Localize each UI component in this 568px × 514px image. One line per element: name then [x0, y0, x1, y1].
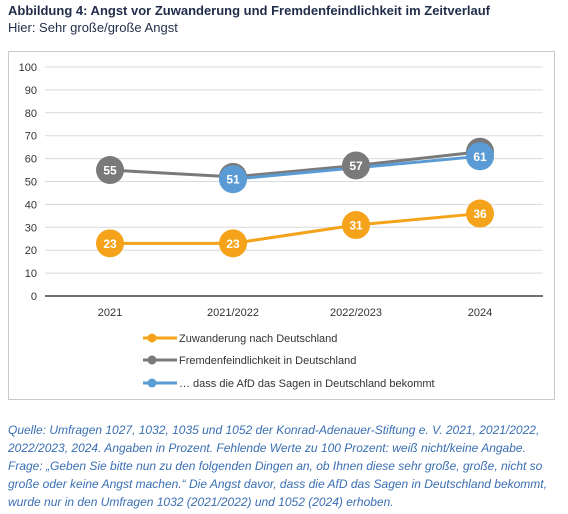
data-label: 61 [473, 150, 487, 164]
y-tick-label: 20 [25, 245, 37, 257]
y-tick-label: 40 [25, 199, 37, 211]
data-label: 51 [226, 173, 240, 187]
y-tick-label: 100 [19, 62, 37, 74]
y-tick-label: 80 [25, 108, 37, 120]
series-line [109, 150, 481, 179]
x-tick-label: 2021/2022 [207, 307, 259, 319]
source-note: Quelle: Umfragen 1027, 1032, 1035 und 10… [8, 423, 547, 509]
data-label: 23 [226, 237, 240, 251]
data-label: 57 [349, 159, 363, 173]
data-label: 36 [473, 207, 487, 221]
legend-marker [147, 378, 157, 388]
y-tick-label: 0 [31, 291, 37, 303]
data-label: 31 [349, 219, 363, 233]
data-point [219, 229, 247, 258]
x-tick-label: 2024 [468, 307, 492, 319]
line-chart: 0 10 20 30 40 50 60 70 80 90 100 2021 2021/2022 2022/… [19, 62, 543, 390]
y-tick-label: 30 [25, 222, 37, 234]
data-point [342, 211, 370, 240]
legend-marker [147, 355, 157, 365]
data-point [96, 229, 124, 258]
series-line [110, 212, 481, 245]
legend-label: … dass die AfD das Sagen in Deutschland … [179, 378, 435, 390]
data-point [342, 151, 370, 180]
y-tick-label: 60 [25, 154, 37, 166]
x-tick-label: 2022/2023 [330, 307, 382, 319]
y-tick-label: 10 [25, 268, 37, 280]
data-label: 55 [103, 164, 117, 178]
data-point [466, 199, 494, 228]
y-tick-label: 70 [25, 131, 37, 143]
y-tick-label: 90 [25, 85, 37, 97]
legend-label: Fremdenfeindlichkeit in Deutschland [179, 355, 356, 367]
data-point [96, 156, 124, 185]
legend-label: Zuwanderung nach Deutschland [179, 333, 337, 345]
data-point [219, 165, 247, 194]
y-tick-label: 50 [25, 177, 37, 189]
figure-subtitle: Hier: Sehr große/große Angst [8, 20, 178, 35]
figure-title: Abbildung 4: Angst vor Zuwanderung und F… [8, 3, 490, 18]
x-tick-label: 2021 [98, 307, 122, 319]
chart-frame [8, 51, 555, 400]
legend-marker [147, 333, 157, 343]
data-label: 23 [103, 237, 117, 251]
data-point [466, 142, 494, 171]
